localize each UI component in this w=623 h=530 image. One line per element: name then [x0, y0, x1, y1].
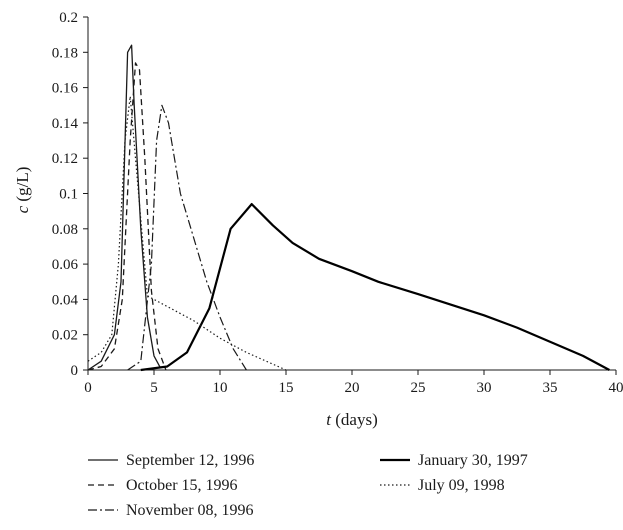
x-tick-label: 0: [84, 380, 92, 396]
series-line-july-09-1998: [87, 95, 287, 371]
y-tick-label: 0.08: [52, 222, 78, 238]
y-tick-label: 0: [71, 363, 79, 379]
y-tick-label: 0.18: [52, 45, 78, 61]
y-tick-label: 0.14: [52, 116, 79, 132]
x-tick-label: 25: [411, 380, 426, 396]
legend-label: October 15, 1996: [126, 477, 238, 494]
x-tick-label: 35: [543, 380, 558, 396]
y-tick-label: 0.16: [52, 81, 79, 97]
x-tick-label: 30: [477, 380, 492, 396]
legend-label: January 30, 1997: [418, 452, 528, 469]
y-axis-unit: (g/L): [13, 167, 32, 206]
legend: September 12, 1996 October 15, 1996 Novemb…: [88, 452, 528, 519]
x-axis-var: t: [326, 410, 332, 429]
x-axis-title: t (days): [326, 410, 377, 429]
axes: 0 5 10 15 20 25 30 35 40 0 0.02 0.04 0.06 0.08 0.1 0.12…: [52, 10, 623, 396]
y-tick-label: 0.2: [59, 10, 78, 26]
x-tick-label: 5: [150, 380, 158, 396]
y-tick-label: 0.02: [52, 328, 78, 344]
x-tick-label: 20: [345, 380, 360, 396]
legend-label: September 12, 1996: [126, 452, 254, 469]
y-tick-label: 0.06: [52, 257, 79, 273]
svg-text:c (g/L): c (g/L): [13, 167, 32, 214]
x-tick-label: 10: [213, 380, 228, 396]
y-tick-label: 0.12: [52, 151, 78, 167]
x-tick-label: 15: [279, 380, 294, 396]
x-axis-unit: (days): [331, 410, 378, 429]
y-axis-var: c: [13, 205, 32, 213]
series-line-october-15-1996: [87, 62, 167, 371]
plot-area: [87, 44, 610, 372]
series-line-november-08-1996: [127, 104, 247, 371]
series-line-september-12-1996: [87, 44, 162, 371]
y-axis-title: c (g/L): [13, 167, 32, 214]
y-tick-label: 0.1: [59, 187, 78, 203]
legend-label: November 08, 1996: [126, 502, 254, 519]
series-line-january-30-1997: [140, 203, 610, 372]
y-tick-label: 0.04: [52, 292, 79, 308]
svg-text:t (days): t (days): [326, 410, 377, 429]
legend-label: July 09, 1998: [418, 477, 505, 494]
x-tick-label: 40: [609, 380, 623, 396]
